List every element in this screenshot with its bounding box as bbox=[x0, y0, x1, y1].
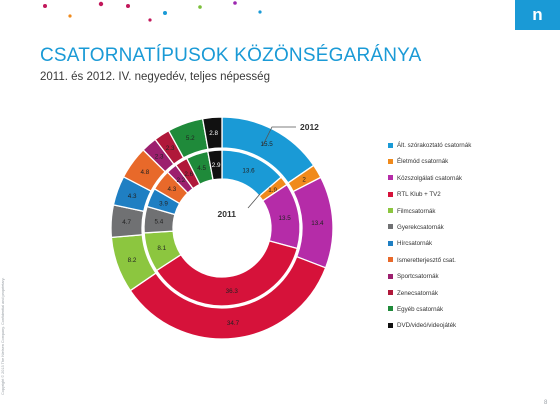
legend-swatch bbox=[388, 158, 393, 164]
page-number: 8 bbox=[544, 400, 548, 406]
series-label-leader bbox=[247, 193, 261, 209]
legend-item: Sportcsatornák bbox=[388, 273, 558, 289]
data-label: 2.8 bbox=[209, 130, 218, 137]
data-label: 3.9 bbox=[159, 200, 168, 207]
data-label: 2 bbox=[302, 176, 306, 183]
legend-item: DVD/videó/videojáték bbox=[388, 322, 558, 338]
series-label: 2011 bbox=[218, 209, 237, 219]
data-label: 5.4 bbox=[154, 218, 163, 225]
legend-swatch bbox=[388, 273, 393, 279]
data-label: 15.5 bbox=[260, 141, 273, 148]
data-label: 2.2 bbox=[177, 177, 186, 184]
legend-label: DVD/videó/videojáték bbox=[397, 322, 457, 330]
chart-legend: Ált. szórakoztató csatornák Életmód csato… bbox=[388, 142, 558, 339]
data-label: 34.7 bbox=[227, 320, 240, 327]
data-label: 13.4 bbox=[311, 220, 324, 227]
dot bbox=[233, 1, 237, 5]
legend-swatch bbox=[388, 322, 393, 328]
legend-item: Zenecsatornák bbox=[388, 290, 558, 306]
legend-item: Életmód csatornák bbox=[388, 158, 558, 174]
dot bbox=[258, 10, 262, 14]
legend-item: Filmcsatornák bbox=[388, 208, 558, 224]
data-label: 5.2 bbox=[186, 135, 195, 142]
nielsen-logo: n bbox=[515, 0, 560, 30]
dot bbox=[163, 11, 167, 15]
legend-item: Egyéb csatornák bbox=[388, 306, 558, 322]
legend-swatch bbox=[388, 240, 393, 246]
legend-label: Egyéb csatornák bbox=[397, 305, 444, 313]
legend-label: Közszolgálati csatornák bbox=[397, 174, 463, 182]
dot bbox=[68, 14, 72, 18]
legend-label: Zenecsatornák bbox=[397, 289, 438, 297]
data-label: 2.9 bbox=[212, 162, 221, 169]
legend-swatch bbox=[388, 208, 393, 214]
data-label: 4.3 bbox=[168, 186, 177, 193]
legend-item: Közszolgálati csatornák bbox=[388, 175, 558, 191]
legend-item: Ált. szórakoztató csatornák bbox=[388, 142, 558, 158]
donut-slice bbox=[201, 116, 223, 150]
decorative-dots bbox=[43, 1, 262, 22]
donut-slice bbox=[206, 149, 223, 181]
data-label: 8.1 bbox=[157, 245, 166, 252]
data-label: 4.5 bbox=[197, 165, 206, 172]
legend-label: Életmód csatornák bbox=[397, 158, 449, 166]
legend-item: RTL Klub + TV2 bbox=[388, 191, 558, 207]
legend-swatch bbox=[388, 306, 393, 312]
data-label: 1.9 bbox=[268, 187, 277, 194]
legend-label: Gyerekcsatornák bbox=[397, 223, 444, 231]
data-label: 4.3 bbox=[128, 193, 137, 200]
legend-label: Ált. szórakoztató csatornák bbox=[397, 142, 472, 149]
legend-swatch bbox=[388, 191, 393, 197]
data-label: 13.6 bbox=[242, 167, 255, 174]
data-label: 2.3 bbox=[155, 153, 164, 160]
legend-item: Gyerekcsatornák bbox=[388, 224, 558, 240]
legend-label: Sportcsatornák bbox=[397, 273, 439, 281]
legend-swatch bbox=[388, 142, 393, 148]
dot bbox=[148, 18, 152, 22]
dot bbox=[98, 1, 104, 7]
page-subtitle: 2011. és 2012. IV. negyedév, teljes népe… bbox=[40, 71, 270, 83]
page-title: CSATORNATÍPUSOK KÖZÖNSÉGARÁNYA bbox=[40, 45, 422, 66]
series-label: 2012 bbox=[300, 122, 319, 132]
legend-label: Ismeretterjesztő csat. bbox=[397, 256, 456, 264]
data-label: 4.7 bbox=[122, 219, 131, 226]
legend-swatch bbox=[388, 175, 393, 181]
data-label: 13.5 bbox=[279, 215, 292, 222]
data-label: 2.6 bbox=[184, 171, 193, 178]
legend-swatch bbox=[388, 224, 393, 230]
legend-label: Hírcsatornák bbox=[397, 240, 433, 248]
legend-item: Hírcsatornák bbox=[388, 240, 558, 256]
legend-swatch bbox=[388, 257, 393, 263]
donut-slice bbox=[155, 240, 299, 307]
dot bbox=[198, 5, 202, 9]
dot bbox=[126, 4, 130, 8]
dot bbox=[43, 4, 47, 8]
legend-label: RTL Klub + TV2 bbox=[397, 191, 441, 199]
nielsen-logo-letter: n bbox=[532, 5, 543, 24]
legend-swatch bbox=[388, 290, 393, 296]
data-label: 2.3 bbox=[166, 145, 175, 152]
copyright-note: Copyright © 2013 The Nielsen Company. Co… bbox=[1, 277, 5, 395]
data-label: 8.2 bbox=[128, 257, 137, 264]
legend-label: Filmcsatornák bbox=[397, 207, 436, 215]
data-label: 4.8 bbox=[140, 169, 149, 176]
series-label-leader bbox=[262, 126, 296, 146]
data-label: 36.3 bbox=[226, 288, 239, 295]
legend-item: Ismeretterjesztő csat. bbox=[388, 257, 558, 273]
